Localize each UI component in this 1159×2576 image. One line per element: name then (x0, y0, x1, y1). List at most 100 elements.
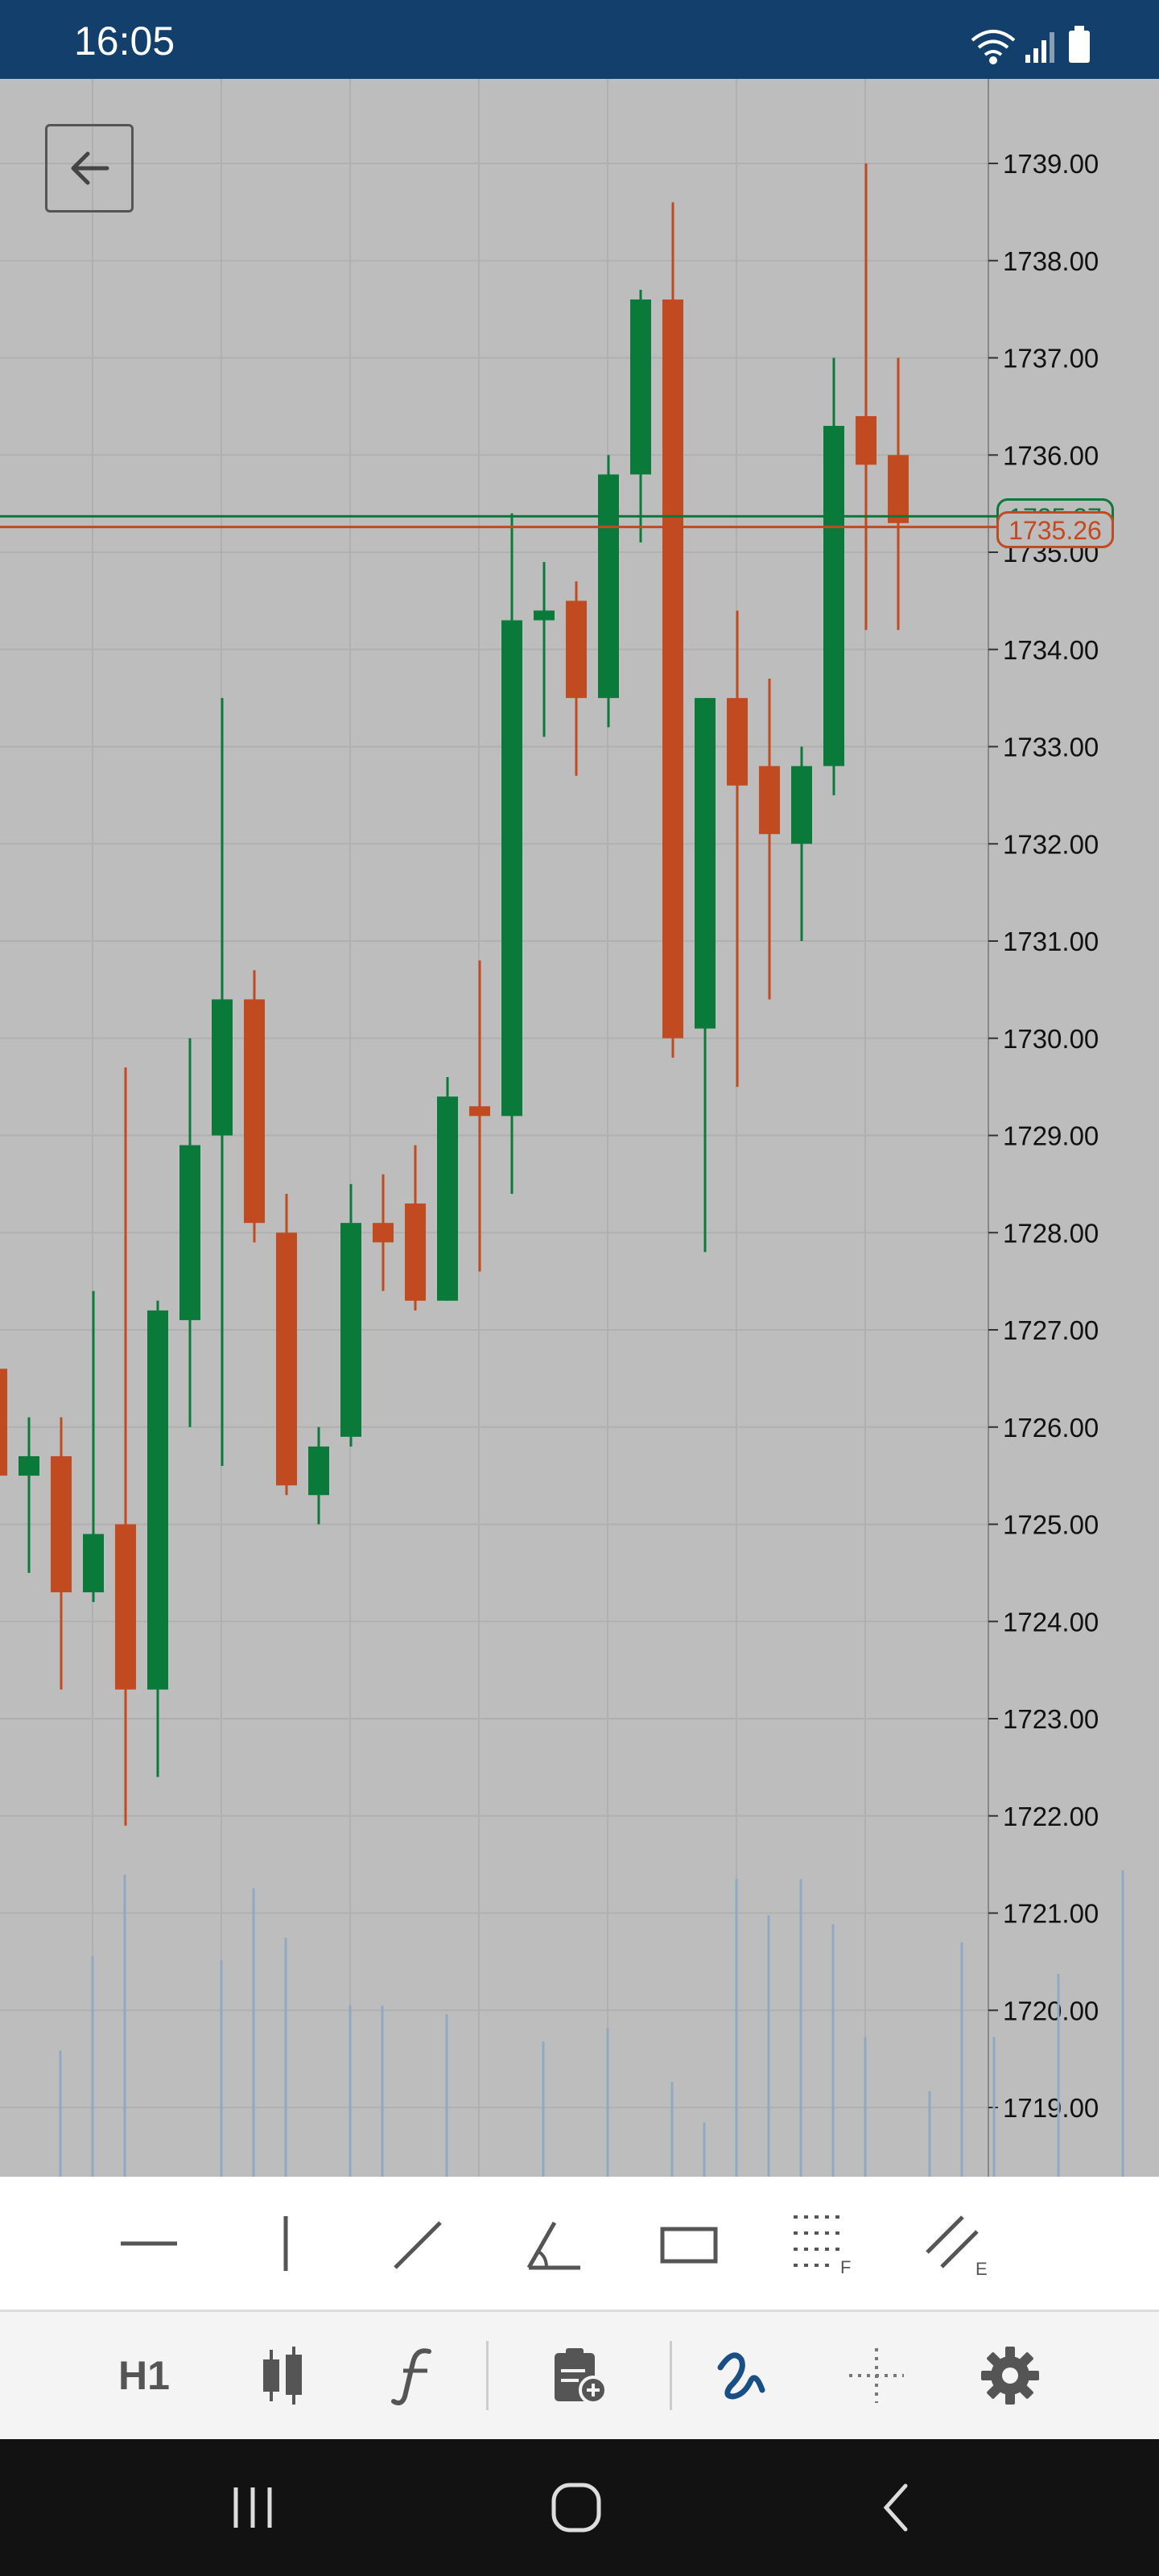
equidistant-channel-icon: E (926, 2215, 988, 2279)
toolbar-divider (486, 2341, 489, 2410)
candle-body (212, 999, 233, 1136)
y-tick-label: 1720.00 (1003, 1996, 1099, 2025)
chart-type-button[interactable] (238, 2312, 327, 2439)
svg-text:F: F (840, 2257, 851, 2277)
status-icons (966, 23, 1103, 68)
candle-body (308, 1446, 329, 1496)
y-tick-label: 1723.00 (1003, 1704, 1099, 1734)
angle-icon (526, 2221, 580, 2269)
settings-button[interactable] (966, 2312, 1054, 2439)
y-tick-label: 1738.00 (1003, 246, 1099, 276)
candle-body (244, 999, 265, 1224)
status-time: 16:05 (74, 19, 175, 64)
y-tick-label: 1729.00 (1003, 1121, 1099, 1151)
status-bar: 16:05 (0, 0, 1159, 79)
clipboard-add-icon (555, 2348, 608, 2405)
y-tick-label: 1725.00 (1003, 1510, 1099, 1540)
equidistant-channel-tool[interactable]: E (914, 2177, 1003, 2310)
fibonacci-tool[interactable]: F (779, 2177, 868, 2310)
drawing-tools-bar: F E (0, 2177, 1159, 2312)
candlestick-icon (263, 2347, 302, 2405)
candle-body (501, 620, 522, 1117)
candle-body (340, 1223, 361, 1437)
candle-body (791, 766, 812, 844)
scribble-icon (717, 2352, 765, 2400)
y-tick-label: 1726.00 (1003, 1413, 1099, 1443)
candle-body (888, 455, 909, 523)
new-order-button[interactable] (534, 2312, 623, 2439)
chevron-left-icon (883, 2483, 908, 2532)
signal-icon (1025, 32, 1054, 63)
y-tick-label: 1722.00 (1003, 1802, 1099, 1831)
timeframe-label: H1 (118, 2353, 170, 2398)
y-tick-label: 1739.00 (1003, 149, 1099, 179)
rectangle-icon (660, 2227, 718, 2263)
y-tick-label: 1728.00 (1003, 1218, 1099, 1248)
candle-body (405, 1203, 426, 1301)
candle-body (662, 299, 683, 1038)
y-tick-label: 1731.00 (1003, 927, 1099, 956)
bid-price-tag: 1735.26 (996, 510, 1114, 548)
chart-toolbar: H1 (0, 2312, 1159, 2439)
candle-body (19, 1455, 39, 1476)
function-icon (391, 2348, 431, 2405)
candle-body (373, 1223, 394, 1243)
candle-body (147, 1310, 168, 1690)
candle-body (83, 1534, 104, 1593)
candle-body (598, 474, 619, 699)
horizontal-line-icon (121, 2241, 177, 2245)
y-tick-label: 1733.00 (1003, 733, 1099, 762)
candle-body (437, 1096, 458, 1301)
trend-line-icon (394, 2220, 442, 2269)
candlestick-chart[interactable]: 1739.001738.001737.001736.001735.001734.… (0, 79, 1159, 2177)
candle-body (566, 601, 587, 699)
battery-icon (1069, 26, 1090, 63)
home-button[interactable] (512, 2439, 641, 2576)
y-tick-label: 1737.00 (1003, 344, 1099, 374)
toolbar-divider (670, 2341, 672, 2410)
candle-body (469, 1106, 490, 1117)
system-nav-bar (0, 2439, 1159, 2576)
vertical-line-icon (283, 2215, 288, 2271)
y-tick-label: 1721.00 (1003, 1899, 1099, 1929)
candle-body (179, 1145, 200, 1320)
candle-body (51, 1455, 72, 1593)
price-chart[interactable]: 1739.00 1738.00 1737.00 1736.00 1735.00 1734.… (0, 79, 1159, 2177)
candle-body (276, 1232, 297, 1486)
timeframe-button[interactable]: H1 (100, 2312, 188, 2439)
y-tick-label: 1736.00 (1003, 440, 1099, 470)
candle-body (759, 766, 780, 835)
y-tick-label: 1732.00 (1003, 829, 1099, 859)
candle-body (0, 1368, 7, 1476)
candle-body (630, 299, 651, 475)
y-tick-label: 1730.00 (1003, 1024, 1099, 1054)
candle-body (115, 1524, 136, 1690)
crosshair-icon (849, 2348, 904, 2403)
gear-icon (981, 2347, 1039, 2405)
angle-tool[interactable] (510, 2177, 599, 2310)
arrow-left-icon (71, 151, 109, 185)
home-icon (551, 2483, 601, 2533)
candle-body (856, 415, 876, 465)
indicators-button[interactable] (372, 2312, 460, 2439)
candle-body (534, 610, 555, 621)
back-button[interactable] (45, 124, 134, 213)
horizontal-line-tool[interactable] (105, 2177, 193, 2310)
recent-apps-icon (233, 2487, 272, 2528)
candle-body (823, 426, 844, 766)
back-nav-button[interactable] (834, 2439, 963, 2576)
vertical-line-tool[interactable] (241, 2177, 330, 2310)
candle-body (695, 698, 716, 1029)
drawing-tools-button[interactable] (697, 2312, 786, 2439)
rectangle-tool[interactable] (645, 2177, 734, 2310)
y-tick-label: 1734.00 (1003, 635, 1099, 665)
trend-line-tool[interactable] (375, 2177, 464, 2310)
y-tick-label: 1719.00 (1003, 2093, 1099, 2123)
crosshair-button[interactable] (832, 2312, 921, 2439)
recent-apps-button[interactable] (188, 2439, 317, 2576)
svg-text:E: E (975, 2259, 988, 2279)
fibonacci-grid-icon: F (794, 2215, 851, 2277)
y-tick-label: 1727.00 (1003, 1315, 1099, 1345)
y-tick-label: 1724.00 (1003, 1607, 1099, 1637)
candle-body (727, 698, 748, 786)
